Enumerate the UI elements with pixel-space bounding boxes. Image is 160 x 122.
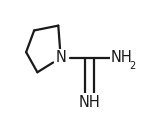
Text: N: N <box>55 50 66 65</box>
Text: NH: NH <box>111 50 133 65</box>
Text: NH: NH <box>79 95 100 110</box>
Text: 2: 2 <box>129 61 135 71</box>
